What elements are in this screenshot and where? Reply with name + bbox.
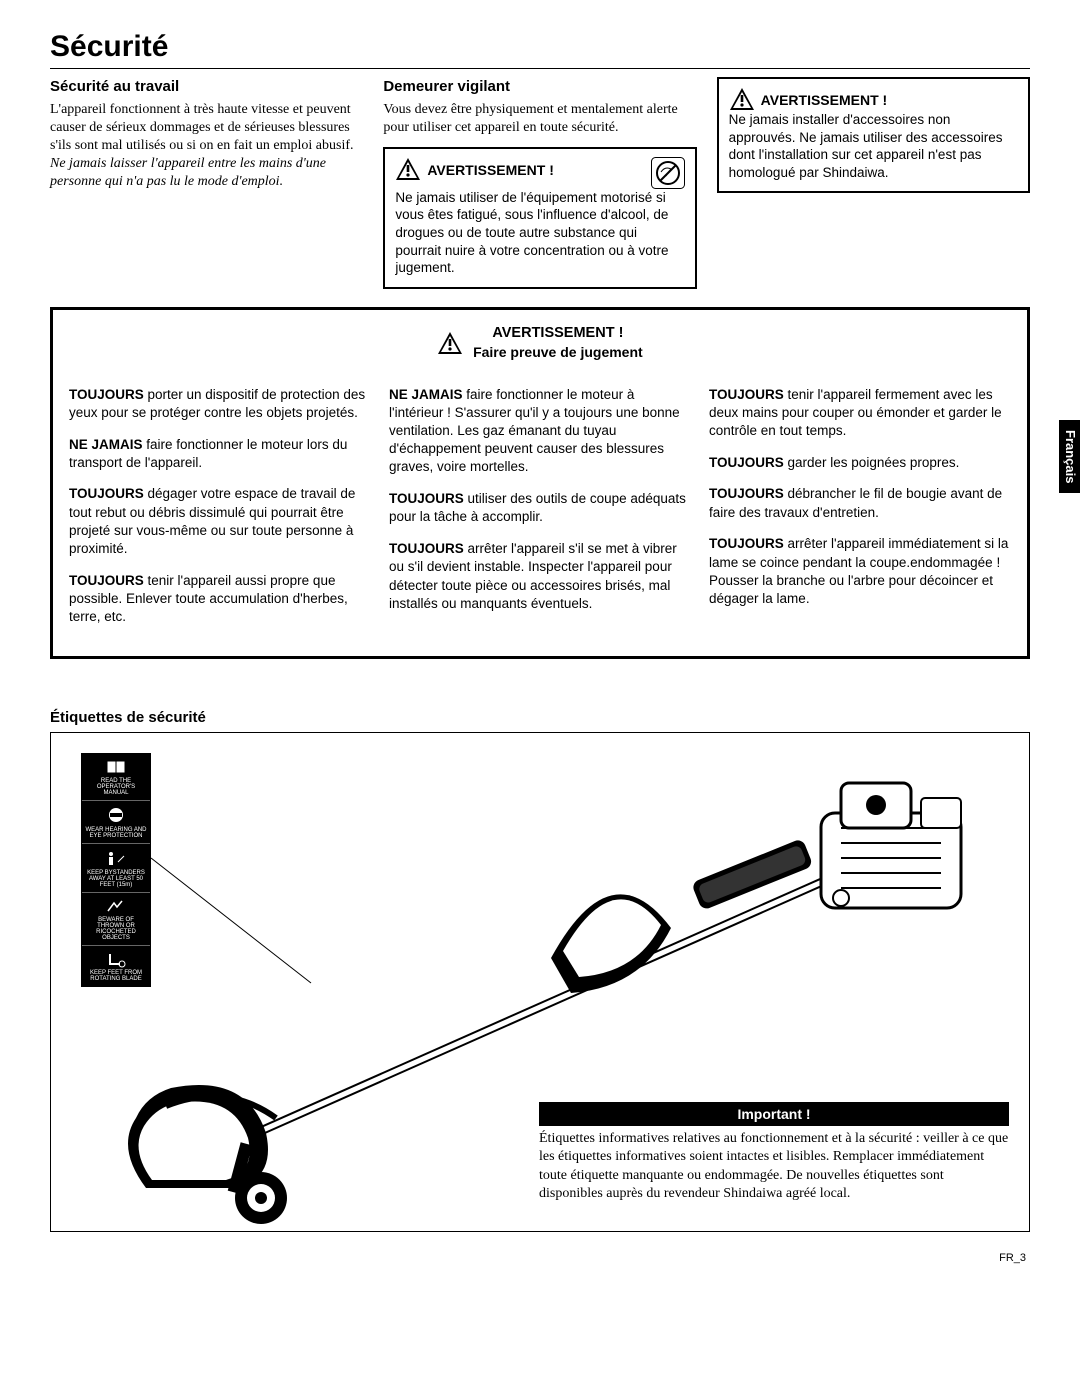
safety-labels-diagram: READ THE OPERATOR'S MANUAL WEAR HEARING … xyxy=(50,732,1030,1232)
important-body: Étiquettes informatives relatives au fon… xyxy=(539,1130,1009,1203)
work-safety-heading: Sécurité au travail xyxy=(50,77,363,97)
prohibition-icon xyxy=(651,157,685,189)
warning-right-lead: Ne jamais installer xyxy=(729,112,839,127)
bold: TOUJOURS xyxy=(389,491,464,506)
vigilant-body: Vous devez être physiquement et mentalem… xyxy=(383,101,696,137)
bold: TOUJOURS xyxy=(709,455,784,470)
judgement-col1: TOUJOURS porter un dispositif de protect… xyxy=(69,372,371,640)
judgement-subtitle: Faire preuve de jugement xyxy=(473,343,643,362)
warning-triangle-icon xyxy=(437,331,463,355)
warning-box-right: AVERTISSEMENT ! Ne jamais installer d'ac… xyxy=(717,77,1030,193)
bold: TOUJOURS xyxy=(389,541,464,556)
work-safety-body: L'appareil fonctionnent à très haute vit… xyxy=(50,101,363,156)
page-root: Sécurité Sécurité au travail L'appareil … xyxy=(0,0,1080,1284)
bold: TOUJOURS xyxy=(69,573,144,588)
bold: TOUJOURS xyxy=(709,536,784,551)
warning-mid-title: AVERTISSEMENT ! xyxy=(427,157,554,179)
col-work-safety: Sécurité au travail L'appareil fonctionn… xyxy=(50,77,363,289)
warning-mid-lead: Ne jamais utiliser de xyxy=(395,190,517,205)
col-vigilant: Demeurer vigilant Vous devez être physiq… xyxy=(383,77,696,289)
bold: TOUJOURS xyxy=(709,387,784,402)
warning-right-title: AVERTISSEMENT ! xyxy=(761,87,888,109)
important-note: Important ! Étiquettes informatives rela… xyxy=(539,1102,1009,1203)
bold: TOUJOURS xyxy=(709,486,784,501)
top-columns: Sécurité au travail L'appareil fonctionn… xyxy=(50,77,1030,289)
bold: TOUJOURS xyxy=(69,387,144,402)
text: garder les poignées propres. xyxy=(784,455,960,470)
warning-triangle-icon xyxy=(729,87,755,111)
bold: NE JAMAIS xyxy=(389,387,463,402)
judgement-title-block: AVERTISSEMENT ! Faire preuve de jugement xyxy=(69,324,1011,362)
important-title: Important ! xyxy=(539,1102,1009,1126)
warning-box-mid: AVERTISSEMENT ! Ne jamais utiliser de l'… xyxy=(383,147,696,289)
warning-triangle-icon xyxy=(395,157,421,181)
language-tab: Français xyxy=(1059,420,1080,493)
judgement-columns: TOUJOURS porter un dispositif de protect… xyxy=(69,372,1011,640)
bold: TOUJOURS xyxy=(69,486,144,501)
page-number: FR_3 xyxy=(50,1252,1030,1264)
title-rule xyxy=(50,68,1030,69)
judgement-title: AVERTISSEMENT ! xyxy=(473,324,643,344)
labels-heading: Étiquettes de sécurité xyxy=(50,709,1030,726)
judgement-col3: TOUJOURS tenir l'appareil fermement avec… xyxy=(709,372,1011,640)
page-title: Sécurité xyxy=(50,30,1030,64)
work-safety-italic: Ne jamais laisser l'appareil entre les m… xyxy=(50,155,363,191)
vigilant-heading: Demeurer vigilant xyxy=(383,77,696,97)
judgement-col2: NE JAMAIS faire fonctionner le moteur à … xyxy=(389,372,691,640)
col-warn-right: AVERTISSEMENT ! Ne jamais installer d'ac… xyxy=(717,77,1030,289)
judgement-box: AVERTISSEMENT ! Faire preuve de jugement… xyxy=(50,307,1030,659)
bold: NE JAMAIS xyxy=(69,437,143,452)
